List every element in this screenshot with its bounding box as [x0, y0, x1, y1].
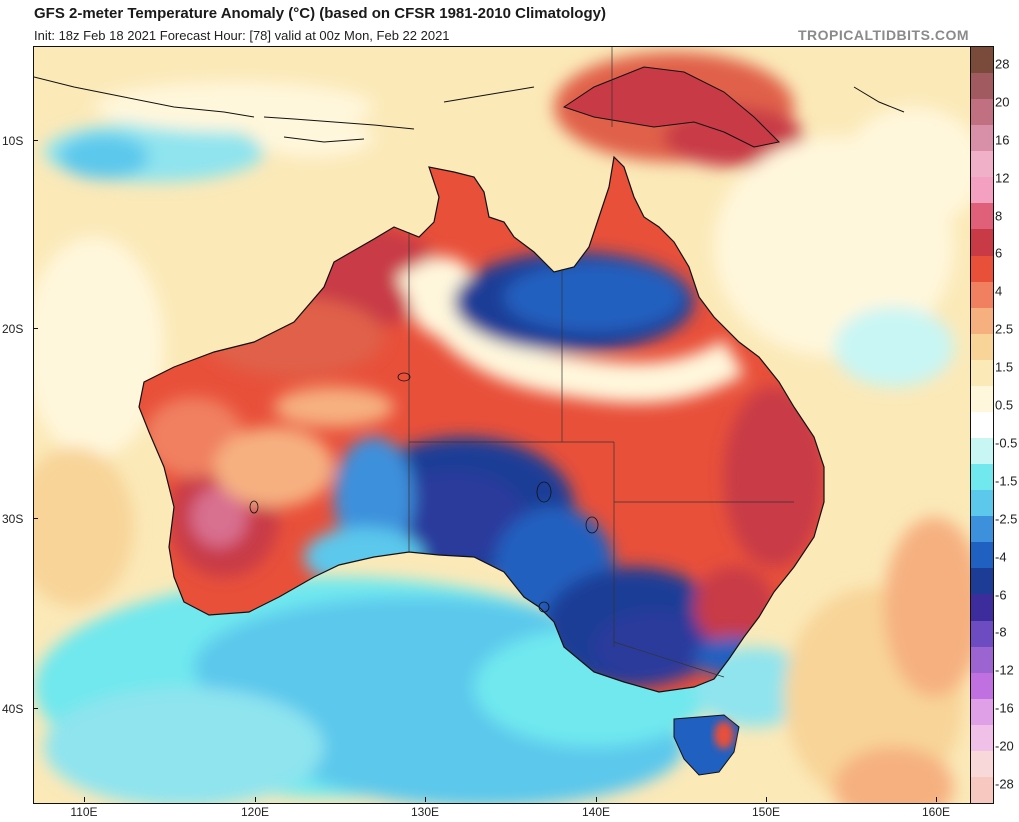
colorbar-label: 2.5 — [995, 321, 1014, 337]
lat-tick — [33, 328, 38, 329]
tasmania — [673, 714, 740, 776]
lon-tick — [84, 797, 85, 802]
colorbar-swatch — [971, 464, 993, 491]
lat-tick — [33, 708, 38, 709]
colorbar-swatch — [971, 125, 993, 152]
colorbar-swatch — [971, 385, 993, 413]
colorbar-label: 8 — [995, 208, 1003, 224]
colorbar-swatch — [971, 229, 993, 257]
lon-tick — [255, 797, 256, 802]
lat-label-40s: 40S — [2, 702, 24, 716]
colorbar-swatch — [971, 255, 993, 283]
lat-tick — [33, 518, 38, 519]
colorbar-label: 1.5 — [995, 359, 1014, 375]
colorbar-swatch — [971, 568, 993, 595]
colorbar-swatch — [971, 333, 993, 361]
colorbar-swatch — [971, 73, 993, 100]
lon-label-150e: 150E — [751, 805, 781, 819]
colorbar-swatch — [971, 750, 993, 778]
colorbar-swatch — [971, 47, 993, 74]
colorbar-swatch — [971, 698, 993, 726]
lon-label-140e: 140E — [581, 805, 611, 819]
colorbar-label: 16 — [995, 132, 1010, 148]
colorbar-label: 20 — [995, 94, 1010, 110]
lon-tick — [596, 797, 597, 802]
colorbar-label: 28 — [995, 56, 1010, 72]
colorbar-label: -0.5 — [995, 435, 1018, 451]
brand-watermark: TROPICALTIDBITS.COM — [797, 27, 969, 43]
colorbar-swatch — [971, 411, 993, 439]
colorbar-label: 0.5 — [995, 397, 1014, 413]
colorbar-swatch — [971, 724, 993, 752]
colorbar-label: 4 — [995, 283, 1003, 299]
colorbar — [970, 46, 994, 804]
map-canvas — [34, 47, 970, 803]
colorbar-label: -6 — [995, 587, 1007, 603]
lat-label-30s: 30S — [2, 512, 24, 526]
australia-coastline — [138, 155, 825, 693]
anomaly-map — [33, 46, 971, 804]
colorbar-label: -28 — [995, 776, 1014, 792]
colorbar-swatch — [971, 594, 993, 621]
colorbar-swatch — [971, 516, 993, 543]
colorbar-swatch — [971, 438, 993, 465]
new-guinea — [562, 66, 781, 148]
lon-label-110e: 110E — [70, 805, 98, 819]
lon-tick — [936, 797, 937, 802]
colorbar-label: -8 — [995, 624, 1007, 640]
colorbar-swatch — [971, 177, 993, 204]
colorbar-swatch — [971, 490, 993, 517]
lat-tick — [33, 140, 38, 141]
colorbar-swatch — [971, 646, 993, 674]
state-borders — [408, 47, 794, 678]
colorbar-swatch — [971, 620, 993, 648]
lakes — [249, 372, 599, 613]
colorbar-swatch — [971, 672, 993, 700]
colorbar-swatch — [971, 307, 993, 335]
colorbar-label: -12 — [995, 662, 1014, 678]
colorbar-swatch — [971, 281, 993, 309]
colorbar-label: -20 — [995, 738, 1014, 754]
colorbar-label: 12 — [995, 170, 1010, 186]
colorbar-swatch — [971, 151, 993, 178]
indonesia-islands — [34, 76, 905, 143]
colorbar-swatch — [971, 203, 993, 230]
forecast-info: Init: 18z Feb 18 2021 Forecast Hour: [78… — [34, 28, 450, 43]
colorbar-swatch — [971, 776, 993, 804]
lon-tick — [425, 797, 426, 802]
lon-tick — [766, 797, 767, 802]
map-title: GFS 2-meter Temperature Anomaly (°C) (ba… — [34, 5, 606, 22]
colorbar-swatch — [971, 99, 993, 126]
colorbar-swatch — [971, 359, 993, 387]
colorbar-label: -4 — [995, 549, 1007, 565]
colorbar-label: -16 — [995, 700, 1014, 716]
colorbar-swatch — [971, 542, 993, 569]
lon-label-130e: 130E — [410, 805, 440, 819]
lat-label-20s: 20S — [2, 322, 24, 336]
colorbar-label: 6 — [995, 245, 1003, 261]
lon-label-160e: 160E — [921, 805, 951, 819]
colorbar-label: -1.5 — [995, 473, 1018, 489]
lat-label-10s: 10S — [2, 134, 24, 148]
lon-label-120e: 120E — [240, 805, 270, 819]
colorbar-label: -2.5 — [995, 511, 1018, 527]
